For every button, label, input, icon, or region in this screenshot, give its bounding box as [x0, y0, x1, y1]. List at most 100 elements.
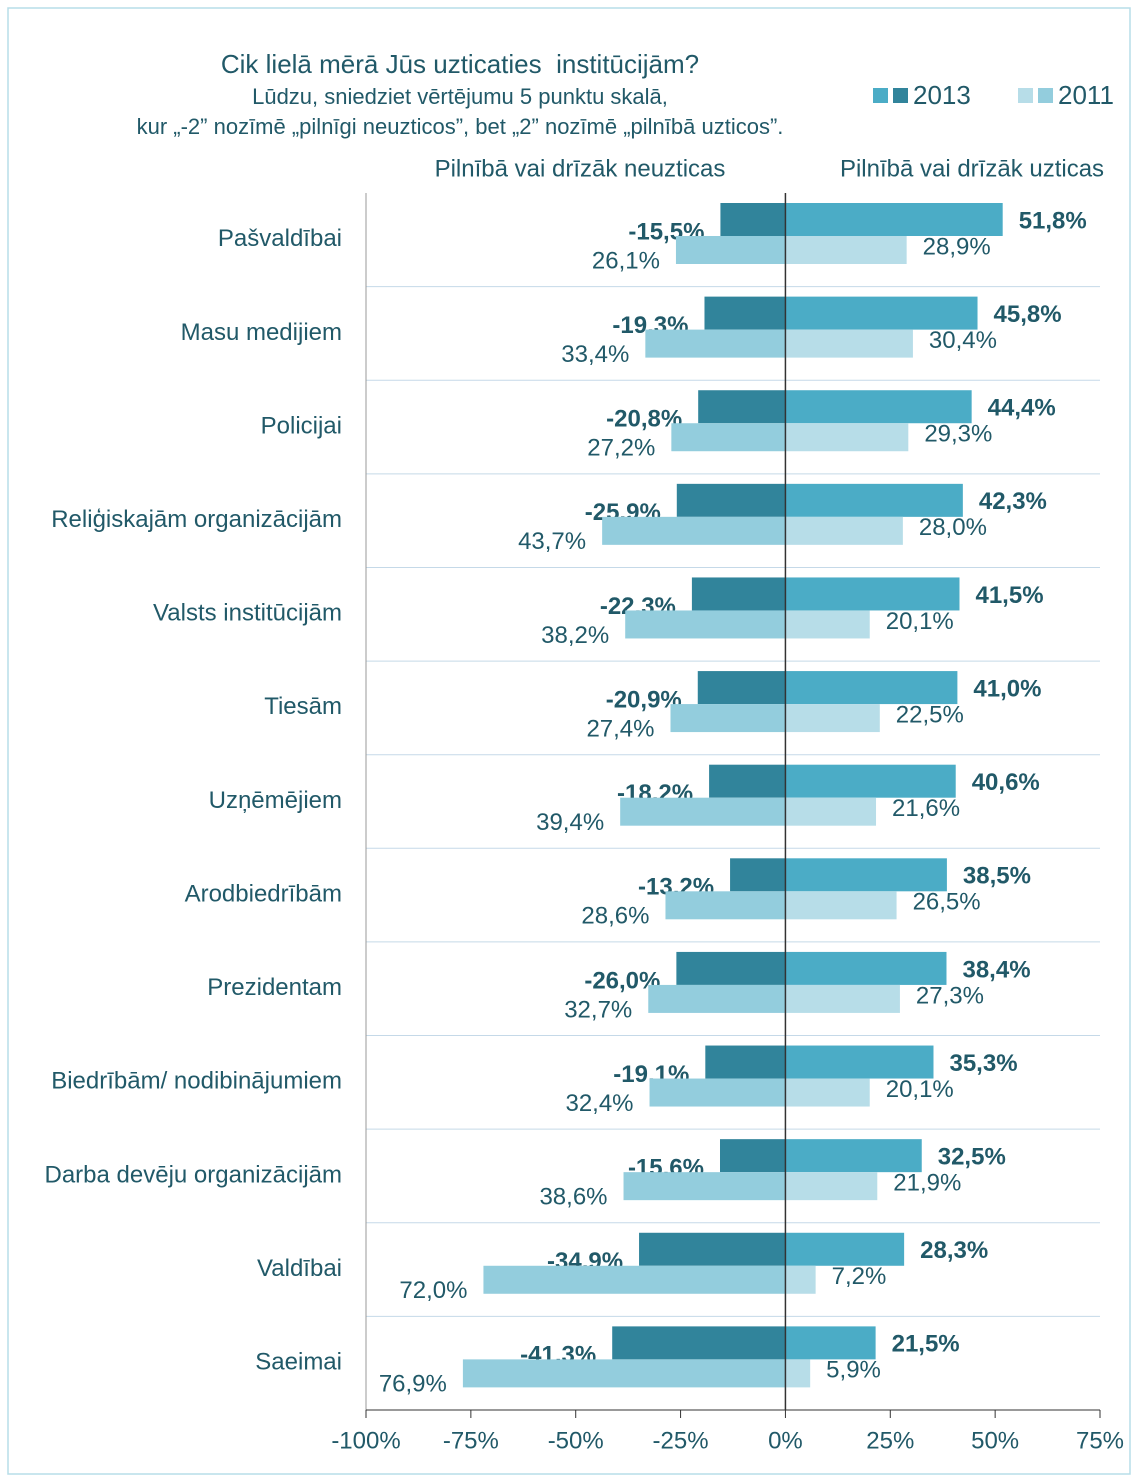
legend-swatch — [893, 88, 908, 103]
value-label: -26,0% — [584, 967, 660, 994]
value-label: 32,7% — [564, 996, 632, 1023]
value-label: 27,3% — [916, 982, 984, 1009]
category-label: Tiesām — [264, 693, 342, 720]
bar — [730, 858, 786, 892]
legend-swatch — [1038, 88, 1053, 103]
bar — [785, 516, 903, 545]
bar — [648, 984, 786, 1013]
bar — [639, 1232, 786, 1266]
category-label: Policijai — [261, 412, 342, 439]
value-label: 7,2% — [832, 1263, 887, 1290]
value-label: 28,6% — [581, 903, 649, 930]
bar — [671, 423, 786, 452]
bar — [785, 1326, 876, 1360]
value-label: 38,5% — [963, 863, 1031, 890]
value-label: 40,6% — [972, 769, 1040, 796]
value-label: 28,3% — [920, 1237, 988, 1264]
bar — [720, 203, 786, 236]
bar — [785, 577, 960, 611]
category-label: Saeimai — [255, 1349, 342, 1376]
value-label: 5,9% — [826, 1357, 881, 1384]
category-label: Arodbiedrībām — [185, 880, 342, 907]
bar — [785, 984, 900, 1013]
category-label: Reliģiskajām organizācijām — [51, 506, 342, 533]
bar — [620, 797, 786, 826]
bar — [697, 671, 786, 705]
category-label: Pašvaldībai — [218, 225, 342, 252]
legend-swatch — [873, 88, 888, 103]
value-label: 20,1% — [886, 1076, 954, 1103]
bar — [676, 483, 786, 517]
legend-swatch — [1018, 88, 1033, 103]
x-tick-label: -25% — [653, 1427, 709, 1454]
value-label: 26,1% — [592, 247, 660, 274]
value-label: -20,8% — [606, 406, 682, 433]
x-tick-label: -100% — [331, 1427, 400, 1454]
bar — [698, 390, 786, 424]
bar — [785, 296, 978, 330]
value-label: 22,5% — [896, 701, 964, 728]
bar — [676, 951, 786, 985]
subtitle: kur „-2” nozīmē „pilnīgi neuzticos”, bet… — [137, 114, 784, 139]
bar — [785, 1172, 878, 1201]
value-label: -20,9% — [606, 686, 682, 713]
bar — [785, 329, 913, 358]
bar — [785, 764, 956, 798]
category-label: Masu medijiem — [181, 319, 342, 346]
value-label: 27,4% — [586, 715, 654, 742]
value-label: 30,4% — [929, 327, 997, 354]
bar — [785, 704, 880, 733]
bar — [719, 1139, 786, 1173]
bar — [645, 329, 786, 358]
bar — [785, 1078, 870, 1107]
category-label: Uzņēmējiem — [209, 787, 342, 814]
value-label: 42,3% — [979, 488, 1047, 515]
bar — [704, 296, 786, 330]
value-label: 72,0% — [399, 1277, 467, 1304]
value-label: 32,4% — [565, 1090, 633, 1117]
x-tick-label: 25% — [866, 1427, 914, 1454]
value-label: 38,2% — [541, 622, 609, 649]
value-label: 51,8% — [1019, 207, 1087, 234]
value-label: 39,4% — [536, 809, 604, 836]
x-tick-label: 0% — [768, 1427, 803, 1454]
chart-title: Cik lielā mērā Jūs uzticaties institūcij… — [221, 49, 699, 79]
bar — [785, 891, 897, 920]
value-label: 38,6% — [539, 1183, 607, 1210]
bar — [691, 577, 786, 611]
x-tick-label: -75% — [443, 1427, 499, 1454]
bar — [483, 1265, 786, 1294]
value-label: 76,9% — [379, 1371, 447, 1398]
value-label: 27,2% — [587, 435, 655, 462]
bar — [785, 483, 963, 517]
bar — [785, 797, 877, 826]
bar — [785, 390, 972, 424]
value-label: 32,5% — [938, 1143, 1006, 1170]
bar — [462, 1359, 786, 1388]
bar — [785, 1265, 816, 1294]
x-tick-label: 75% — [1076, 1427, 1124, 1454]
category-label: Valdībai — [257, 1255, 342, 1282]
subtitle: Lūdzu, sniedziet vērtējumu 5 punktu skal… — [252, 84, 668, 109]
value-label: 44,4% — [988, 395, 1056, 422]
value-label: 28,9% — [923, 233, 991, 260]
bar — [612, 1326, 786, 1360]
category-label: Prezidentam — [207, 974, 342, 1001]
bar — [705, 1045, 786, 1079]
bar — [785, 236, 907, 264]
value-label: 43,7% — [518, 528, 586, 555]
value-label: 20,1% — [886, 608, 954, 635]
bar — [785, 1232, 905, 1266]
value-label: 21,5% — [892, 1331, 960, 1358]
legend-label: 2013 — [913, 80, 971, 110]
value-label: 21,6% — [892, 795, 960, 822]
bar — [625, 610, 786, 639]
value-label: 26,5% — [913, 889, 981, 916]
left-heading: Pilnībā vai drīzāk neuzticas — [435, 155, 726, 182]
x-tick-label: 50% — [971, 1427, 1019, 1454]
category-label: Valsts institūcijām — [153, 600, 342, 627]
value-label: 45,8% — [994, 301, 1062, 328]
bar — [649, 1078, 786, 1107]
